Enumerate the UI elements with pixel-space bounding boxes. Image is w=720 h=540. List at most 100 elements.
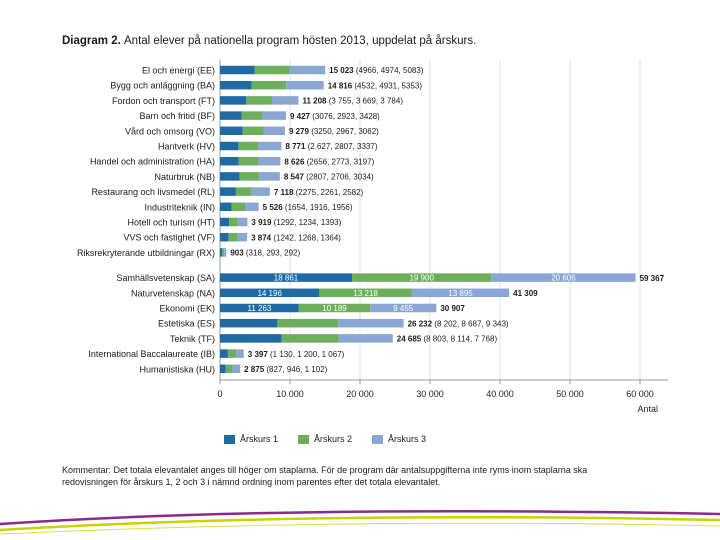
- total-value-detail: (3 755, 3 669, 3 784): [326, 97, 403, 106]
- x-tick-label: 40 000: [486, 389, 514, 399]
- category-label: Barn och fritid (BF): [139, 111, 215, 121]
- bar-segment: [220, 273, 353, 282]
- bar-segment: [220, 217, 230, 227]
- category-label: Restaurang och livsmedel (RL): [91, 187, 215, 197]
- swoosh-purple: [0, 509, 720, 526]
- bar-segment: [220, 318, 278, 328]
- total-value-label: 2 875 (827, 946, 1 102): [244, 365, 328, 374]
- total-value-label: 9 279 (3250, 2967, 3062): [289, 127, 379, 136]
- total-value: 903: [230, 249, 244, 258]
- bar-segment: [261, 111, 286, 120]
- bar-segment: [220, 126, 243, 136]
- category-label: Vård och omsorg (VO): [125, 126, 215, 136]
- bar-segment: [258, 141, 282, 151]
- total-value-detail: (2275, 2261, 2582): [293, 188, 363, 197]
- bar-segment: [491, 273, 636, 282]
- bar-chart: 0 10 000 20 000 30 000 40 000 50 000 60 000 Ant…: [77, 60, 668, 414]
- x-tick-label: 50 000: [556, 389, 584, 399]
- category-label: Industriteknik (IN): [144, 202, 215, 212]
- total-value-detail: (827, 946, 1 102): [264, 365, 327, 374]
- legend-swatch-year3: [372, 434, 384, 444]
- chart-title-prefix: Diagram 2.: [62, 35, 121, 47]
- category-label: Fordon och transport (FT): [112, 96, 215, 106]
- x-tick-label: 60 000: [626, 389, 654, 399]
- legend-swatch-year1: [224, 434, 235, 444]
- bar-segment: [241, 111, 262, 120]
- total-value-label: 3 919 (1292, 1234, 1393): [251, 218, 341, 227]
- total-value-label: 41 309: [513, 289, 538, 298]
- category-label: Hotell och turism (HT): [127, 218, 215, 228]
- bar-segment: [222, 248, 225, 257]
- total-value-label: 7 118 (2275, 2261, 2582): [274, 188, 364, 197]
- total-value-detail: (3250, 2967, 3062): [309, 127, 379, 136]
- total-value-detail: (8 803, 8 114, 7 768): [421, 335, 497, 344]
- bar-segment: [220, 141, 239, 151]
- legend-item-year3: Årskurs 3: [372, 434, 426, 444]
- bar-segment: [220, 303, 299, 313]
- segment-value-label: 10 189: [322, 304, 347, 313]
- total-value: 7 118: [274, 188, 294, 197]
- legend-item-year2: Årskurs 2: [298, 434, 352, 444]
- legend-label-year2: Årskurs 2: [314, 434, 353, 444]
- bar-segment: [289, 65, 326, 75]
- total-value-label: 8 547 (2807, 2706, 3034): [284, 173, 374, 182]
- bar-segment: [246, 96, 272, 105]
- total-value-label: 15 023 (4966, 4974, 5083): [329, 66, 424, 75]
- bar-segment: [220, 156, 239, 166]
- total-value-label: 59 367: [640, 274, 665, 283]
- bar-segment: [227, 349, 237, 358]
- bar-segment: [235, 187, 252, 196]
- bar-segment: [220, 364, 226, 374]
- bar-segment: [220, 65, 255, 75]
- total-value: 8 547: [284, 173, 305, 182]
- category-label: Humanistiska (HU): [139, 364, 215, 374]
- bar-segment: [370, 303, 437, 313]
- total-value-detail: (2807, 2706, 3034): [304, 173, 374, 182]
- swoosh-lime-thin: [0, 522, 720, 535]
- x-tick-label: 10 000: [276, 389, 304, 399]
- segment-value-label: 11 263: [247, 304, 271, 313]
- total-value-label: 5 526 (1654, 1916, 1956): [263, 203, 353, 212]
- category-label: Riksrekryterande utbildningar (RX): [77, 248, 215, 258]
- total-value: 3 874: [251, 233, 272, 242]
- category-label: Ekonomi (EK): [159, 304, 215, 314]
- bar-segment: [251, 187, 270, 196]
- total-value-detail: (1242, 1268, 1364): [271, 233, 341, 242]
- total-value-detail: (1 130, 1 200, 1 067): [268, 350, 345, 359]
- chart-legend: Årskurs 1 Årskurs 2 Årskurs 3: [224, 434, 426, 444]
- segment-value-label: 13 218: [353, 289, 378, 298]
- bar-segment: [251, 80, 287, 90]
- total-value: 9 427: [290, 112, 311, 121]
- bar-segment: [220, 288, 320, 298]
- bar-segment: [319, 288, 412, 298]
- bar-segment: [281, 334, 339, 343]
- bar-segment: [225, 364, 233, 374]
- bar-segment: [232, 364, 241, 374]
- bar-segment: [263, 126, 285, 136]
- segment-value-label: 20 606: [551, 274, 576, 283]
- category-label: Samhällsvetenskap (SA): [116, 273, 215, 283]
- total-value-label: 11 208 (3 755, 3 669, 3 784): [302, 97, 403, 106]
- category-label: Hantverk (HV): [158, 142, 215, 152]
- bar-segment: [238, 156, 259, 166]
- total-value-detail: (8 202, 8 687, 9 343): [432, 319, 509, 328]
- total-value: 14 816: [328, 81, 353, 90]
- bar-segment: [229, 217, 238, 227]
- category-label: Estetiska (ES): [158, 319, 215, 329]
- total-value: 41 309: [513, 289, 538, 298]
- bar-segment: [239, 172, 259, 181]
- chart-comment: Kommentar: Det totala elevantalet anges …: [62, 465, 588, 487]
- x-axis-label: Antal: [637, 404, 658, 414]
- category-label: Naturbruk (NB): [154, 172, 215, 182]
- bar-segment: [242, 126, 264, 136]
- segment-value-label: 14 196: [257, 289, 282, 298]
- bar-segment: [224, 248, 227, 257]
- bar-segment: [231, 202, 245, 212]
- total-value: 24 685: [397, 335, 422, 344]
- bar-segment: [338, 334, 393, 343]
- category-label: VVS och fastighet (VF): [123, 233, 215, 243]
- total-value-label: 8 771 (2 627, 2807, 3337): [285, 142, 377, 151]
- total-value: 3 397: [248, 350, 269, 359]
- segment-value-label: 13 895: [448, 289, 473, 298]
- total-value-label: 14 816 (4532, 4931, 5353): [328, 81, 423, 90]
